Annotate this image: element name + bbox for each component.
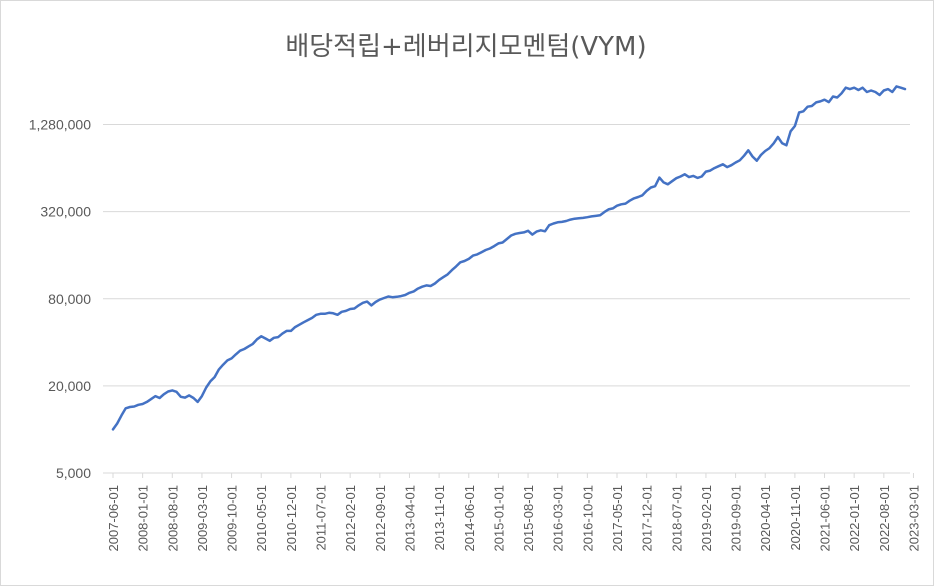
x-tick-label: 2019-09-01	[729, 485, 744, 552]
x-tick-label: 2023-03-01	[906, 485, 921, 552]
x-tick-label: 2007-06-01	[106, 485, 121, 552]
x-tick-label: 2013-04-01	[402, 485, 417, 552]
y-tick-label: 1,280,000	[29, 117, 91, 133]
x-tick-label: 2008-08-01	[165, 485, 180, 552]
x-tick-label: 2012-02-01	[343, 485, 358, 552]
x-tick-label: 2022-01-01	[847, 485, 862, 552]
x-tick-label: 2018-07-01	[669, 485, 684, 552]
x-tick-label: 2017-12-01	[640, 485, 655, 552]
x-tick-label: 2021-06-01	[818, 485, 833, 552]
x-tick-label: 2010-05-01	[254, 485, 269, 552]
x-tick-label: 2019-02-01	[699, 485, 714, 552]
series-line	[111, 85, 907, 431]
series-layer	[111, 85, 907, 431]
x-tick-label: 2008-01-01	[136, 485, 151, 552]
x-axis: 2007-06-01 2008-01-01 2008-08-01 2009-03-01…	[106, 473, 921, 552]
x-tick-label: 2010-12-01	[284, 485, 299, 552]
x-tick-label: 2009-10-01	[225, 485, 240, 552]
y-tick-label: 80,000	[48, 291, 91, 307]
x-tick-label: 2011-07-01	[314, 485, 329, 551]
chart-title: 배당적립+레버리지모멘텀(VYM)	[285, 32, 647, 62]
x-tick-label: 2015-08-01	[521, 485, 536, 552]
x-tick-label: 2017-05-01	[610, 485, 625, 552]
y-tick-label: 20,000	[48, 378, 91, 394]
x-tick-label: 2014-06-01	[462, 485, 477, 552]
x-tick-label: 2020-04-01	[758, 485, 773, 552]
x-tick-label: 2016-10-01	[580, 485, 595, 552]
x-tick-label: 2009-03-01	[195, 485, 210, 552]
x-tick-label: 2012-09-01	[373, 485, 388, 552]
x-tick-label: 2016-03-01	[551, 485, 566, 552]
x-tick-label: 2015-01-01	[491, 485, 506, 552]
x-tick-label: 2020-11-01	[788, 485, 803, 551]
y-tick-label: 5,000	[56, 465, 91, 481]
y-axis: 5,000 20,000 80,000 320,000 1,280,000	[29, 117, 92, 481]
y-tick-label: 320,000	[40, 204, 91, 220]
x-tick-label: 2013-11-01	[432, 485, 447, 551]
gridlines	[103, 124, 910, 387]
x-tick-label: 2022-08-01	[877, 485, 892, 552]
